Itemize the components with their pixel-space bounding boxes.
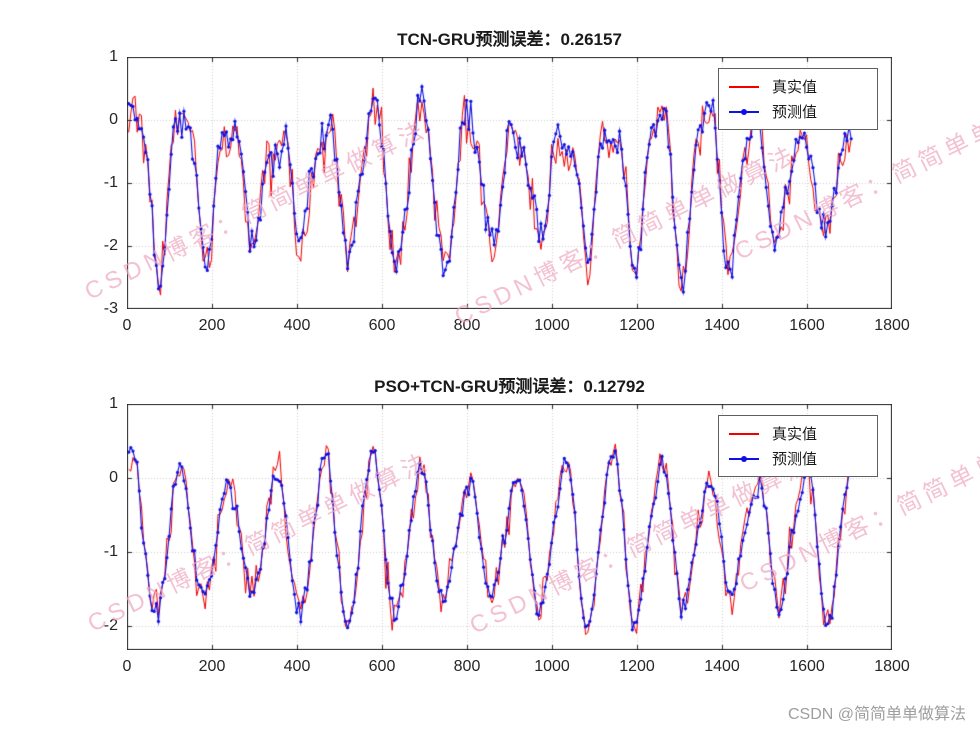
y-tick-label: -3: [103, 300, 118, 317]
legend-line-pred-icon: [729, 452, 763, 466]
x-tick-label: 1600: [789, 317, 825, 334]
x-tick-label: 800: [453, 658, 481, 675]
chart-title-tcn-gru: TCN-GRU预测误差：0.26157: [397, 30, 622, 49]
legend-entry-pred: 预测值: [729, 446, 867, 471]
y-tick-label: 1: [109, 48, 118, 65]
x-tick-label: 200: [198, 658, 226, 675]
x-tick-label: 1000: [534, 317, 570, 334]
x-tick-label: 1400: [704, 317, 740, 334]
legend-entry-pred: 预测值: [729, 99, 867, 124]
x-tick-label: 1600: [789, 658, 825, 675]
legend-label-true: 真实值: [772, 79, 818, 96]
y-tick-label: -2: [103, 616, 118, 634]
y-tick-label: -2: [103, 237, 118, 254]
x-tick-label: 1400: [704, 658, 740, 675]
x-tick-label: 1800: [874, 658, 910, 675]
legend-entry-true: 真实值: [729, 74, 867, 99]
y-tick-label: 0: [109, 468, 118, 486]
chart-title-pso-tcn-gru: PSO+TCN-GRU预测误差：0.12792: [374, 377, 645, 396]
x-tick-label: 400: [283, 317, 311, 334]
x-tick-label: 0: [122, 658, 132, 675]
csdn-credit: CSDN @简简单单做算法: [787, 706, 966, 723]
x-tick-label: 600: [368, 317, 396, 334]
legend-label-pred: 预测值: [772, 104, 818, 121]
legend-label-true: 真实值: [772, 426, 818, 443]
x-tick-label: 1800: [874, 317, 910, 334]
legend-line-true-icon: [729, 427, 763, 441]
x-tick-label: 1000: [534, 658, 570, 675]
x-tick-label: 200: [198, 317, 226, 334]
x-tick-label: 400: [283, 658, 311, 675]
y-tick-label: -1: [103, 174, 118, 191]
x-tick-label: 1200: [619, 317, 655, 334]
legend-entry-true: 真实值: [729, 421, 867, 446]
x-tick-label: 0: [122, 317, 132, 334]
legend: 真实值 预测值: [718, 68, 878, 130]
y-tick-label: -1: [103, 542, 118, 560]
legend-label-pred: 预测值: [772, 451, 818, 468]
x-tick-label: 600: [368, 658, 396, 675]
y-tick-label: 1: [109, 395, 118, 412]
legend-line-pred-icon: [729, 105, 763, 119]
legend: 真实值 预测值: [718, 415, 878, 477]
y-tick-label: 0: [109, 111, 118, 128]
x-tick-label: 800: [453, 317, 481, 334]
legend-line-true-icon: [729, 80, 763, 94]
x-tick-label: 1200: [619, 658, 655, 675]
